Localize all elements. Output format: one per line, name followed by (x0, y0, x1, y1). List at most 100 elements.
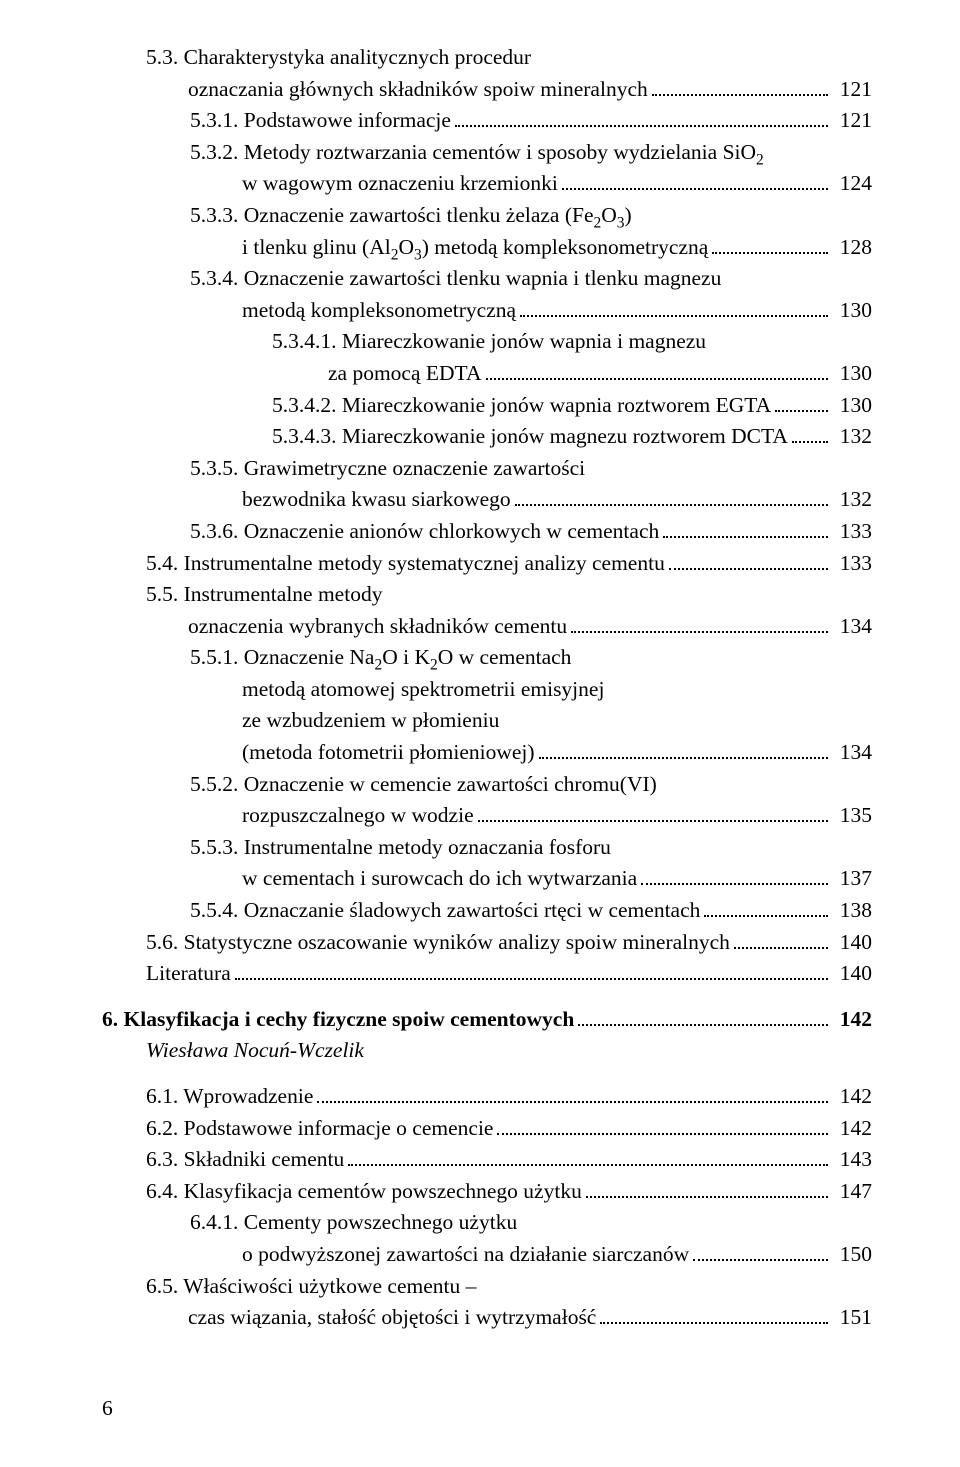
toc-entry: 5.5. Instrumentalne metody (102, 579, 872, 611)
toc-entry: 5.4. Instrumentalne metody systematyczne… (102, 548, 872, 580)
toc-page-number: 147 (832, 1176, 872, 1208)
toc-leader-dots (669, 550, 828, 569)
toc-label: w wagowym oznaczeniu krzemionki (242, 168, 558, 200)
toc-leader-dots (455, 108, 828, 127)
toc-page-number: 134 (832, 737, 872, 769)
toc-entry: 5.3.5. Grawimetryczne oznaczenie zawarto… (102, 453, 872, 485)
toc-entry: w cementach i surowcach do ich wytwarzan… (102, 863, 872, 895)
toc-page-number: 133 (832, 516, 872, 548)
toc-page-number: 135 (832, 800, 872, 832)
toc-page-number: 142 (832, 1004, 872, 1036)
toc-label: 5.3. Charakterystyka analitycznych proce… (146, 42, 531, 74)
toc-entry: 5.3. Charakterystyka analitycznych proce… (102, 42, 872, 74)
toc-leader-dots (520, 297, 828, 316)
toc-page-number: 143 (832, 1144, 872, 1176)
toc-label: 5.5.2. Oznaczenie w cemencie zawartości … (190, 769, 657, 801)
author-name: Wiesława Nocuń-Wczelik (102, 1035, 872, 1067)
toc-leader-dots (704, 898, 828, 917)
toc-entry: za pomocą EDTA 130 (102, 358, 872, 390)
toc-label: bezwodnika kwasu siarkowego (242, 484, 511, 516)
toc-leader-dots (486, 361, 829, 380)
toc-entry: 5.3.4.3. Miareczkowanie jonów magnezu ro… (102, 421, 872, 453)
toc-leader-dots (539, 740, 828, 759)
toc-entry: metodą kompleksonometryczną130 (102, 295, 872, 327)
toc-leader-dots (663, 519, 828, 538)
toc-entry: 6.4. Klasyfikacja cementów powszechnego … (102, 1176, 872, 1208)
toc-page-number: 128 (832, 232, 872, 264)
toc-label: 5.3.6. Oznaczenie anionów chlorkowych w … (190, 516, 659, 548)
toc-entry: (metoda fotometrii płomieniowej)134 (102, 737, 872, 769)
toc-label: 6.3. Składniki cementu (146, 1144, 344, 1176)
toc-leader-dots (693, 1242, 828, 1261)
toc-leader-dots (734, 929, 828, 948)
toc-entry: 5.3.2. Metody roztwarzania cementów i sp… (102, 137, 872, 169)
toc-label: 5.3.4.2. Miareczkowanie jonów wapnia roz… (272, 390, 771, 422)
toc-label: 5.3.2. Metody roztwarzania cementów i sp… (190, 137, 764, 169)
toc-leader-dots (578, 1006, 828, 1025)
toc-leader-dots (775, 392, 828, 411)
toc-entry: 5.5.3. Instrumentalne metody oznaczania … (102, 832, 872, 864)
toc-leader-dots (586, 1178, 828, 1197)
toc-entry: i tlenku glinu (Al2O3) metodą komplekson… (102, 232, 872, 264)
toc-entry: ze wzbudzeniem w płomieniu (102, 705, 872, 737)
toc-entry: 5.5.4. Oznaczanie śladowych zawartości r… (102, 895, 872, 927)
toc-leader-dots (515, 487, 828, 506)
toc-label: 5.3.5. Grawimetryczne oznaczenie zawarto… (190, 453, 585, 485)
toc-label: metodą atomowej spektrometrii emisyjnej (242, 674, 604, 706)
toc-entry: metodą atomowej spektrometrii emisyjnej (102, 674, 872, 706)
toc-entry: czas wiązania, stałość objętości i wytrz… (102, 1302, 872, 1334)
toc-label: rozpuszczalnego w wodzie (242, 800, 474, 832)
toc-label: ze wzbudzeniem w płomieniu (242, 705, 499, 737)
toc-leader-dots (571, 613, 828, 632)
toc-page-number: 130 (832, 358, 872, 390)
toc-entry: oznaczania głównych składników spoiw min… (102, 74, 872, 106)
toc-label: o podwyższonej zawartości na działanie s… (242, 1239, 689, 1271)
toc-leader-dots (478, 803, 828, 822)
toc-label: czas wiązania, stałość objętości i wytrz… (188, 1302, 596, 1334)
toc-leader-dots (348, 1147, 828, 1166)
toc-label: oznaczenia wybranych składników cementu (188, 611, 567, 643)
toc-leader-dots (712, 234, 828, 253)
toc-label: 6.5. Właściwości użytkowe cementu – (146, 1271, 476, 1303)
toc-leader-dots (652, 76, 828, 95)
toc-entry: 6.1. Wprowadzenie142 (102, 1081, 872, 1113)
toc-entry: 6.3. Składniki cementu 143 (102, 1144, 872, 1176)
toc-page-number: 137 (832, 863, 872, 895)
toc-page-number: 121 (832, 105, 872, 137)
toc-entry: 5.3.3. Oznaczenie zawartości tlenku żela… (102, 200, 872, 232)
toc-page-number: 132 (832, 484, 872, 516)
toc-page-number: 138 (832, 895, 872, 927)
toc-page-number: 151 (832, 1302, 872, 1334)
toc-page-number: 121 (832, 74, 872, 106)
toc-entry: 5.3.1. Podstawowe informacje121 (102, 105, 872, 137)
toc-label: i tlenku glinu (Al2O3) metodą komplekson… (242, 232, 708, 264)
toc-label: w cementach i surowcach do ich wytwarzan… (242, 863, 637, 895)
toc-entry: 6.4.1. Cementy powszechnego użytku (102, 1207, 872, 1239)
toc-label: 5.4. Instrumentalne metody systematyczne… (146, 548, 665, 580)
toc-label: 6.4. Klasyfikacja cementów powszechnego … (146, 1176, 582, 1208)
toc-label: 5.3.4. Oznaczenie zawartości tlenku wapn… (190, 263, 721, 295)
toc-page-number: 133 (832, 548, 872, 580)
toc-entry: 6.5. Właściwości użytkowe cementu – (102, 1271, 872, 1303)
toc-entry: 5.5.2. Oznaczenie w cemencie zawartości … (102, 769, 872, 801)
toc-entry: 5.3.4. Oznaczenie zawartości tlenku wapn… (102, 263, 872, 295)
toc-page-number: 130 (832, 390, 872, 422)
toc-entry: bezwodnika kwasu siarkowego 132 (102, 484, 872, 516)
toc-label: 5.3.4.1. Miareczkowanie jonów wapnia i m… (272, 326, 706, 358)
toc-entry: 6.2. Podstawowe informacje o cemencie142 (102, 1113, 872, 1145)
toc-page-number: 142 (832, 1113, 872, 1145)
toc-leader-dots (641, 866, 828, 885)
toc-label: za pomocą EDTA (328, 358, 482, 390)
toc-page-number: 140 (832, 927, 872, 959)
toc-label: 5.5.1. Oznaczenie Na2O i K2O w cementach (190, 642, 571, 674)
toc-label: 5.3.4.3. Miareczkowanie jonów magnezu ro… (272, 421, 788, 453)
toc-label: oznaczania głównych składników spoiw min… (188, 74, 648, 106)
toc-leader-dots (600, 1305, 828, 1324)
toc-entry: o podwyższonej zawartości na działanie s… (102, 1239, 872, 1271)
toc-label: 5.5.4. Oznaczanie śladowych zawartości r… (190, 895, 700, 927)
toc-entry: 5.3.4.1. Miareczkowanie jonów wapnia i m… (102, 326, 872, 358)
toc-page-number: 140 (832, 958, 872, 990)
table-of-contents: 5.3. Charakterystyka analitycznych proce… (102, 42, 872, 1334)
toc-page-number: 150 (832, 1239, 872, 1271)
toc-page-number: 132 (832, 421, 872, 453)
